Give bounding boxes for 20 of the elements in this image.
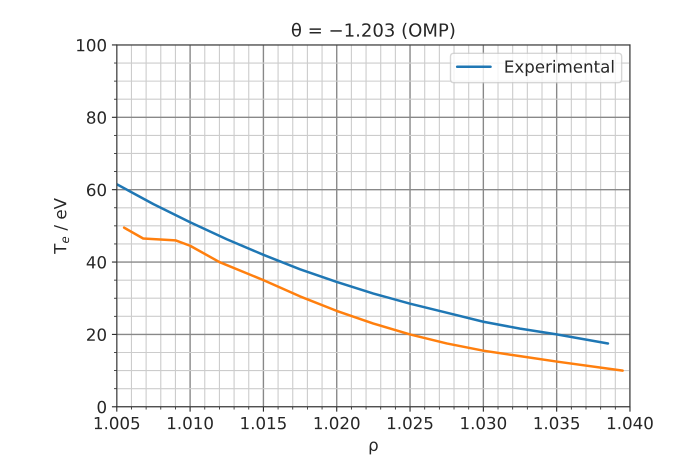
x-axis-title: ρ [370, 442, 378, 454]
line-series [116, 182, 610, 345]
chart-title: θ = −1.203 (OMP) [292, 22, 454, 39]
x-tick-label: 1.015 [241, 416, 286, 430]
y-tick-label: 60 [87, 184, 106, 196]
y-axis-title: T$_{e}$ / eV [54, 198, 70, 254]
x-tick-label: 1.010 [168, 416, 213, 430]
x-tick-label: 1.030 [461, 416, 506, 430]
legend-label: Experimental [505, 60, 614, 76]
x-tick-label: 1.025 [388, 416, 432, 430]
line-series [122, 226, 624, 372]
x-tick-label: 1.020 [314, 416, 360, 430]
x-tick-label: 1.035 [534, 416, 580, 430]
x-tick-label: 1.040 [608, 416, 653, 430]
y-tick-label: 40 [86, 256, 106, 269]
y-tick-label: 80 [86, 111, 106, 124]
y-tick-label: 100 [77, 38, 106, 52]
y-tick-label: 0 [98, 400, 106, 414]
y-tick-label: 20 [87, 328, 106, 341]
x-tick-label: 1.005 [94, 416, 140, 430]
